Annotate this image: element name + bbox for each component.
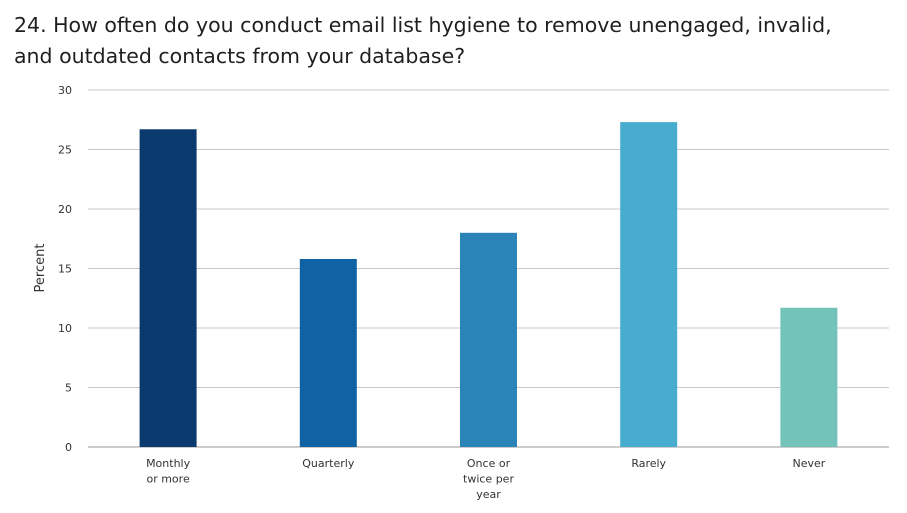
bar	[620, 122, 678, 447]
y-axis-label: Percent	[33, 244, 48, 293]
y-tick-label: 30	[58, 84, 72, 97]
y-tick-label: 20	[58, 203, 72, 216]
x-tick-label: Once or twice per year	[463, 457, 514, 501]
y-tick-label: 0	[65, 441, 72, 454]
x-tick-label: Rarely	[631, 457, 666, 470]
bar	[460, 232, 517, 447]
y-axis-ticks: 0 5 10 15 20 25 30	[58, 84, 72, 454]
bar	[780, 307, 838, 447]
y-tick-label: 5	[65, 382, 72, 395]
y-tick-label: 15	[58, 263, 72, 276]
bar	[299, 258, 357, 447]
y-tick-label: 25	[58, 144, 72, 157]
y-tick-label: 10	[58, 322, 72, 335]
x-tick-label: Quarterly	[302, 457, 355, 470]
chart-title: 24. How often do you conduct email list …	[14, 13, 832, 68]
x-axis-categories: Monthly or more Quarterly Once or twice per y…	[146, 457, 826, 501]
x-tick-label: Monthly or more	[146, 457, 191, 486]
bar	[139, 129, 197, 447]
x-tick-label: Never	[793, 457, 826, 470]
bars	[139, 122, 838, 447]
